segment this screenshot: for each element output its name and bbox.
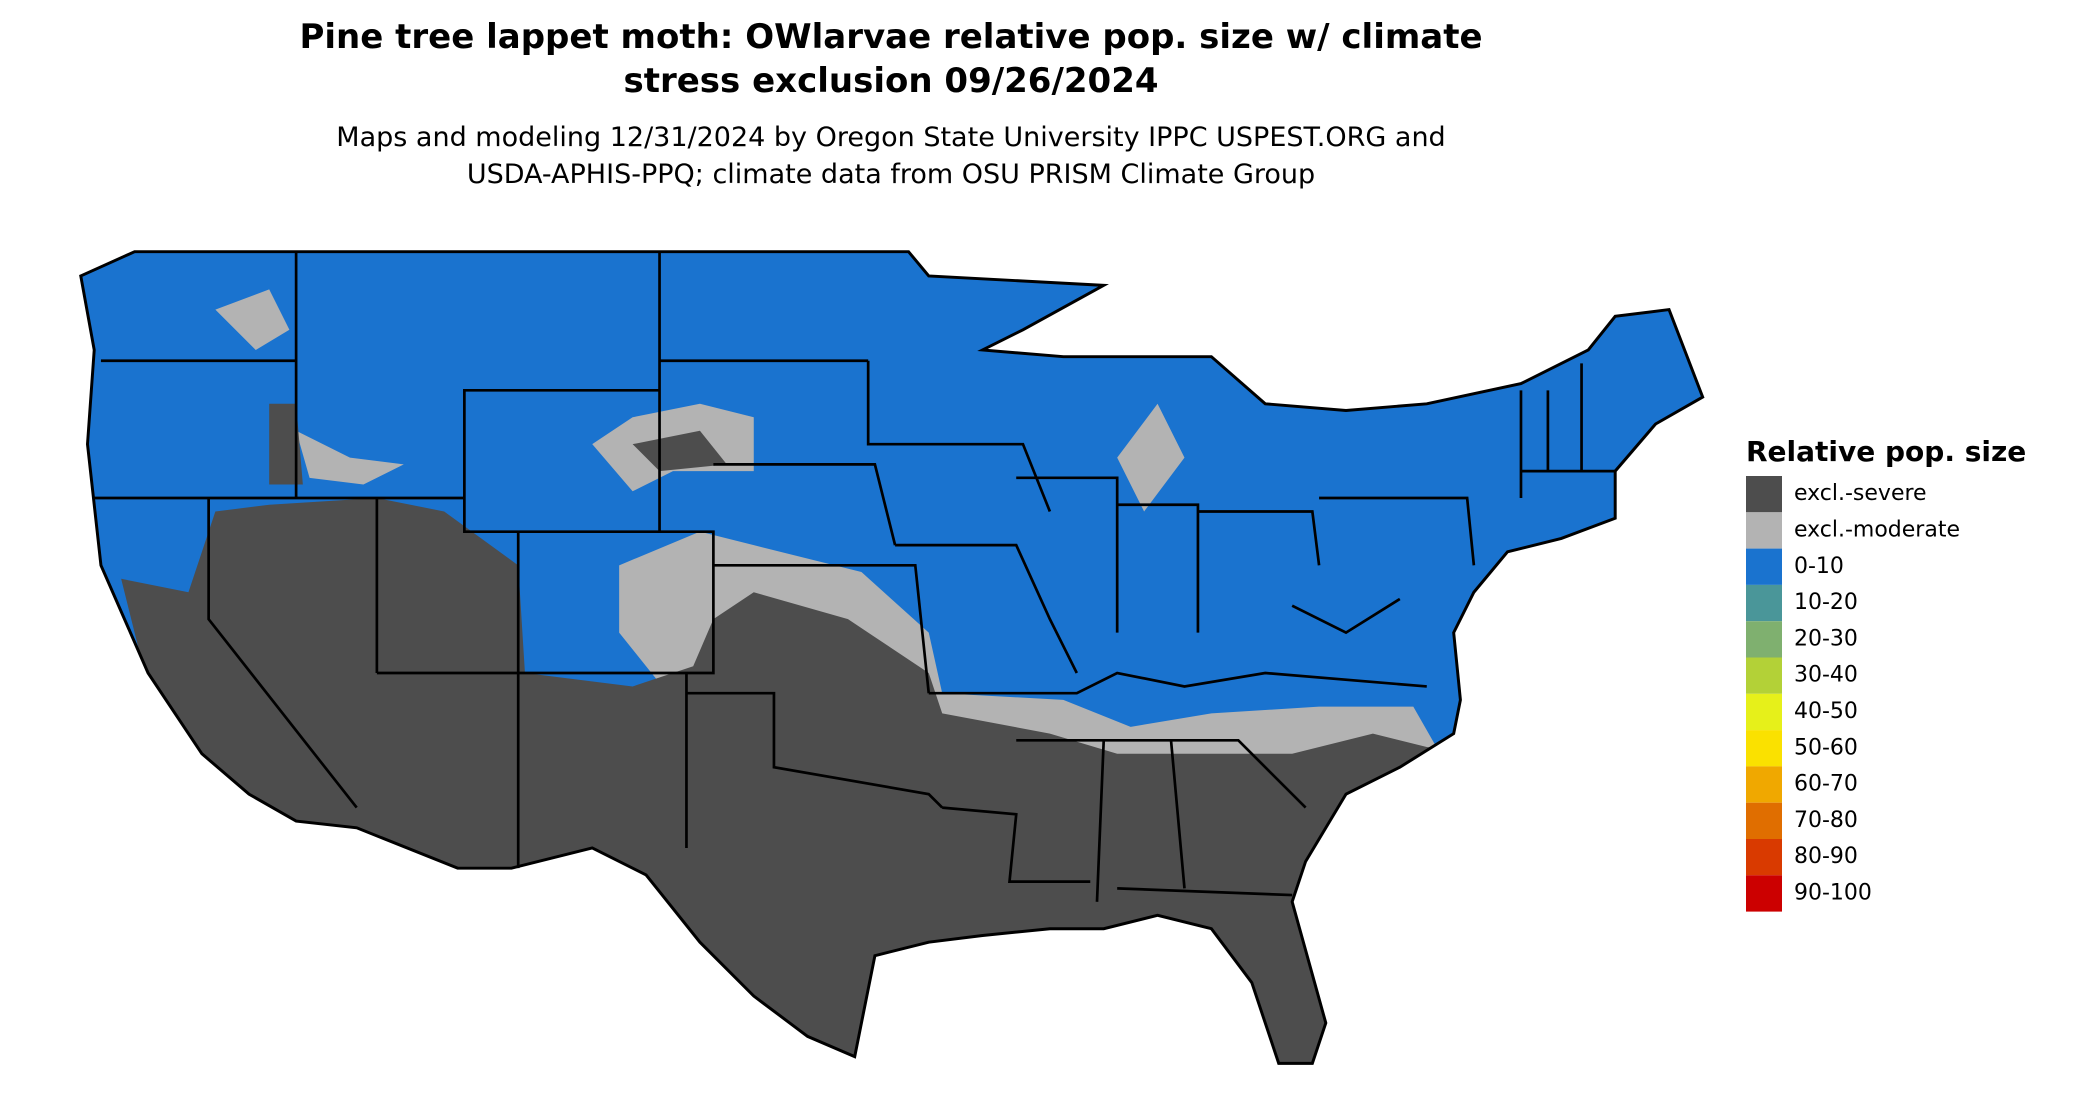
legend-swatch: [1746, 548, 1782, 585]
region-severe: [269, 403, 727, 485]
legend-swatch: [1746, 730, 1782, 767]
legend-swatch: [1746, 657, 1782, 694]
legend-label: 70-80: [1794, 808, 1858, 833]
legend-label: 10-20: [1794, 590, 1858, 615]
legend-label: 40-50: [1794, 699, 1858, 724]
subtitle-line: USDA-APHIS-PPQ; climate data from OSU PR…: [467, 159, 1315, 190]
legend-swatch: [1746, 802, 1782, 839]
legend-label: excl.-severe: [1794, 481, 1927, 506]
region-moderate: [619, 531, 1441, 822]
title-line: Pine tree lappet moth: OWlarvae relative…: [299, 17, 1482, 57]
us-map: [79, 250, 1705, 1065]
legend-label: excl.-moderate: [1794, 517, 1960, 542]
legend-swatch: [1746, 839, 1782, 876]
legend-label: 50-60: [1794, 735, 1858, 760]
legend-swatch: [1746, 512, 1782, 549]
legend-swatch: [1746, 766, 1782, 803]
subtitle-line: Maps and modeling 12/31/2024 by Oregon S…: [336, 122, 1445, 153]
legend-label: 90-100: [1794, 880, 1872, 905]
legend: Relative pop. size excl.-severe excl.-mod…: [1746, 435, 2026, 912]
legend-swatch: [1746, 875, 1782, 912]
legend-swatch: [1746, 584, 1782, 622]
legend-swatch: [1746, 476, 1782, 513]
legend-title: Relative pop. size: [1746, 435, 2026, 468]
legend-label: 30-40: [1794, 663, 1858, 688]
legend-swatch: [1746, 693, 1782, 731]
legend-label: 0-10: [1794, 554, 1844, 579]
legend-label: 80-90: [1794, 844, 1858, 869]
legend-label: 60-70: [1794, 772, 1858, 797]
title-line: stress exclusion 09/26/2024: [623, 61, 1158, 101]
legend-label: 20-30: [1794, 626, 1858, 651]
legend-swatch: [1746, 621, 1782, 658]
state-borders: [94, 251, 1616, 902]
us-outline: [79, 250, 1705, 1065]
